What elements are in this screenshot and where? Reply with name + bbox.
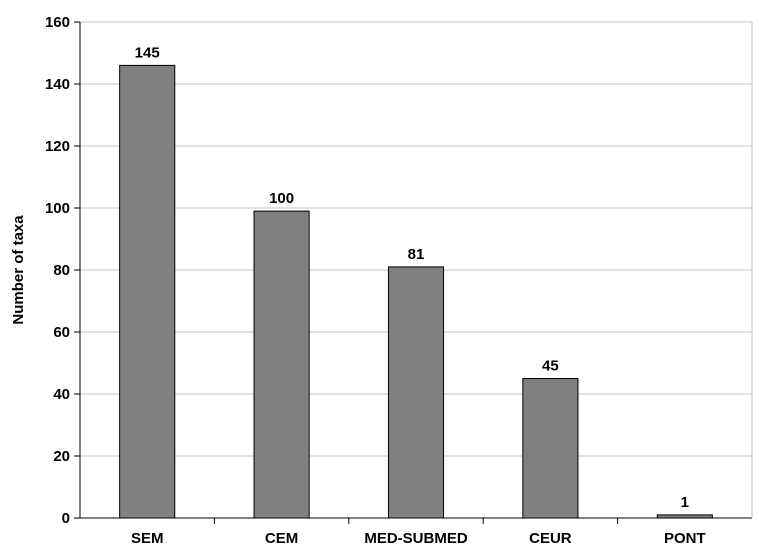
bar bbox=[387, 266, 445, 519]
data-labels: 145 100 81 45 1 bbox=[135, 44, 689, 511]
y-axis-title: Number of taxa bbox=[10, 215, 27, 325]
x-category-label: CEM bbox=[265, 530, 298, 547]
data-label: 81 bbox=[408, 246, 425, 263]
x-category-label: PONT bbox=[664, 530, 706, 547]
data-label: 145 bbox=[135, 44, 160, 61]
y-tick-label: 80 bbox=[53, 262, 70, 279]
bar bbox=[253, 210, 310, 519]
y-tick-label: 160 bbox=[45, 14, 70, 31]
data-label: 1 bbox=[681, 494, 689, 511]
y-tick-label: 120 bbox=[45, 138, 70, 155]
data-label: 45 bbox=[542, 358, 559, 375]
bar-series bbox=[119, 64, 713, 519]
bar bbox=[522, 378, 579, 519]
y-tick-label: 100 bbox=[45, 200, 70, 217]
y-axis-ticks: 0 20 40 60 80 100 120 140 160 bbox=[45, 14, 80, 527]
y-tick-label: 140 bbox=[45, 76, 70, 93]
bar bbox=[119, 64, 176, 519]
x-category-label: CEUR bbox=[529, 530, 572, 547]
y-tick-label: 40 bbox=[53, 386, 70, 403]
y-tick-label: 0 bbox=[62, 510, 70, 527]
x-category-label: MED-SUBMED bbox=[364, 530, 467, 547]
x-category-label: SEM bbox=[131, 530, 164, 547]
data-label: 100 bbox=[269, 190, 294, 207]
x-axis-ticks: SEM CEM MED-SUBMED CEUR PONT bbox=[131, 518, 706, 547]
y-tick-label: 20 bbox=[53, 448, 70, 465]
y-tick-label: 60 bbox=[53, 324, 70, 341]
